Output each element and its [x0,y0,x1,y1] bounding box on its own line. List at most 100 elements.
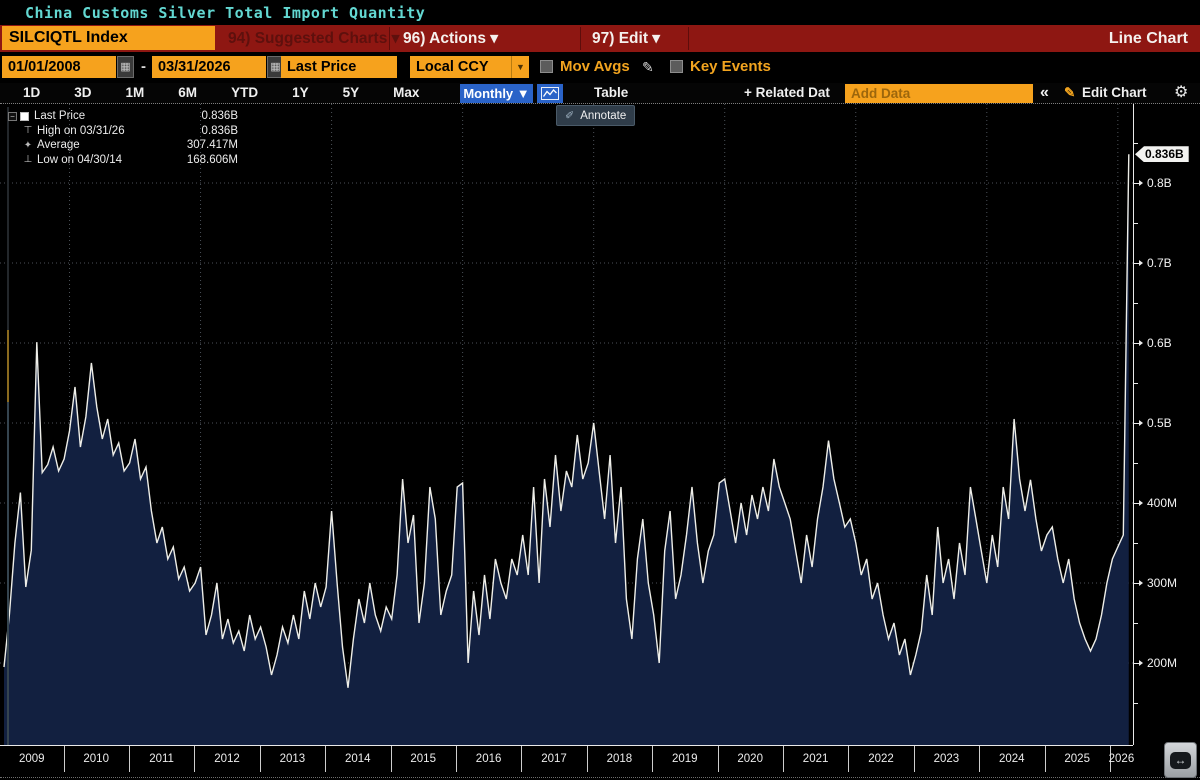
legend-value: 0.836B [201,110,238,123]
pencil-icon[interactable]: ✎ [642,59,654,75]
table-button[interactable]: Table [594,85,629,100]
y-axis-label: 200M [1147,656,1178,670]
year-label: 2020 [737,753,763,765]
suggested-charts-menu[interactable]: 94) Suggested Charts ▾ [228,30,400,47]
year-divider [194,746,196,772]
year-label: 2026 [1108,753,1135,765]
date-from-field[interactable]: 01/01/2008 [2,56,116,78]
menu-separator [389,27,390,50]
last-price-tag: 0.836B [1135,146,1189,163]
tab-1d[interactable]: 1D [23,85,41,100]
year-label: 2019 [672,753,698,765]
y-minor-tick [1134,703,1138,704]
tab-1m[interactable]: 1M [125,85,145,100]
year-divider [1044,746,1046,772]
date-to-field[interactable]: 03/31/2026 [152,56,266,78]
period-tab-bar: 1D 3D 1M 6M YTD 1Y 5Y Max Monthly ▼ Table + Rel… [0,83,1200,104]
legend-label: Average [37,139,80,152]
chevron-down-icon[interactable]: ▼ [511,56,529,78]
related-data-button[interactable]: + Related Dat [744,85,830,100]
year-label: 2017 [541,753,567,765]
y-major-tick [1134,503,1140,504]
year-label: 2010 [83,753,109,765]
tab-6m[interactable]: 6M [178,85,198,100]
ticker-field[interactable]: SILCIQTL Index [2,26,215,50]
actions-menu[interactable]: 96) Actions ▾ [403,30,499,47]
tab-ytd[interactable]: YTD [231,85,259,100]
frequency-dropdown[interactable]: Monthly ▼ [460,84,533,103]
menu-bar: SILCIQTL Index 94) Suggested Charts ▾ 96… [0,25,1200,52]
legend-row[interactable]: ⊥ Low on 04/30/14 168.606M [8,153,238,168]
key-events-label[interactable]: Key Events [690,58,771,75]
y-tick-arrow-icon [1139,500,1143,506]
gear-icon[interactable]: ⚙ [1174,84,1189,101]
chart-legend: − Last Price 0.836B ⊤ High on 03/31/26 0.836B… [8,109,238,167]
y-minor-tick [1134,383,1138,384]
year-label: 2025 [1064,753,1090,765]
x-axis[interactable]: 2009 2010 2011 2012 2013 2014 2015 2016 2017 2018… [0,745,1135,778]
year-divider [913,746,915,772]
legend-label: Last Price [34,110,86,123]
y-axis-label: 0.6B [1147,336,1172,350]
y-major-tick [1134,343,1140,344]
mov-avgs-checkbox[interactable] [540,60,553,73]
key-events-checkbox[interactable] [670,60,683,73]
mov-avgs-label[interactable]: Mov Avgs [560,58,630,75]
y-tick-arrow-icon [1139,260,1143,266]
chart-type-label: Line Chart [1108,30,1188,47]
y-minor-tick [1134,223,1138,224]
low-marker-icon: ⊥ [23,154,33,166]
calendar-icon[interactable]: ▦ [117,56,134,78]
year-divider [128,746,130,772]
y-minor-tick [1134,623,1138,624]
tab-5y[interactable]: 5Y [342,85,360,100]
axis-edge-track [7,107,9,330]
line-chart-icon[interactable] [537,84,563,103]
axis-edge-slate-segment [7,402,9,745]
add-data-input[interactable] [845,84,1033,103]
year-divider [325,746,327,772]
price-type-field[interactable]: Last Price [281,56,397,78]
pan-zoom-button[interactable]: ↔ [1164,742,1197,778]
year-divider [848,746,850,772]
year-divider [717,746,719,772]
year-label: 2012 [214,753,240,765]
area-fill [4,154,1129,745]
y-major-tick [1134,263,1140,264]
y-major-tick [1134,183,1140,184]
annotate-label: Annotate [580,109,627,122]
security-description: China Customs Silver Total Import Quanti… [25,3,426,22]
edit-chart-button[interactable]: Edit Chart [1082,85,1147,100]
year-label: 2016 [475,753,502,765]
menu-separator [688,27,689,50]
y-axis-label: 300M [1147,576,1178,590]
legend-value: 0.836B [201,124,238,137]
y-major-tick [1134,423,1140,424]
tab-max[interactable]: Max [393,85,420,100]
legend-row[interactable]: ⊤ High on 03/31/26 0.836B [8,124,238,139]
currency-field[interactable]: Local CCY [410,56,511,78]
collapse-toolbar-button[interactable]: « [1040,84,1049,101]
legend-value: 307.417M [186,139,238,152]
year-label: 2021 [802,753,829,765]
legend-value: 168.606M [186,153,238,166]
edit-menu[interactable]: 97) Edit ▾ [592,30,661,47]
tab-3d[interactable]: 3D [74,85,92,100]
legend-row[interactable]: ✦ Average 307.417M [8,138,238,153]
y-axis-label: 400M [1147,496,1178,510]
legend-row[interactable]: − Last Price 0.836B [8,109,238,124]
year-label: 2014 [345,753,371,765]
year-divider [390,746,392,772]
y-tick-arrow-icon [1139,580,1143,586]
annotate-button[interactable]: ✐ Annotate [556,105,636,126]
legend-expander-icon[interactable]: − [8,111,17,121]
edit-chart-pencil-icon[interactable]: ✎ [1064,85,1076,100]
chart-plot-area[interactable]: − Last Price 0.836B ⊤ High on 03/31/26 0.836B… [0,104,1133,745]
year-divider [782,746,784,772]
year-label: 2023 [933,753,960,765]
tab-1y[interactable]: 1Y [292,85,309,100]
high-marker-icon: ⊤ [23,125,33,137]
y-axis[interactable]: 0.836B 0.8B 0.7B 0.6B 0.5B 400M 300M 200M [1133,104,1200,745]
year-divider [979,746,981,772]
